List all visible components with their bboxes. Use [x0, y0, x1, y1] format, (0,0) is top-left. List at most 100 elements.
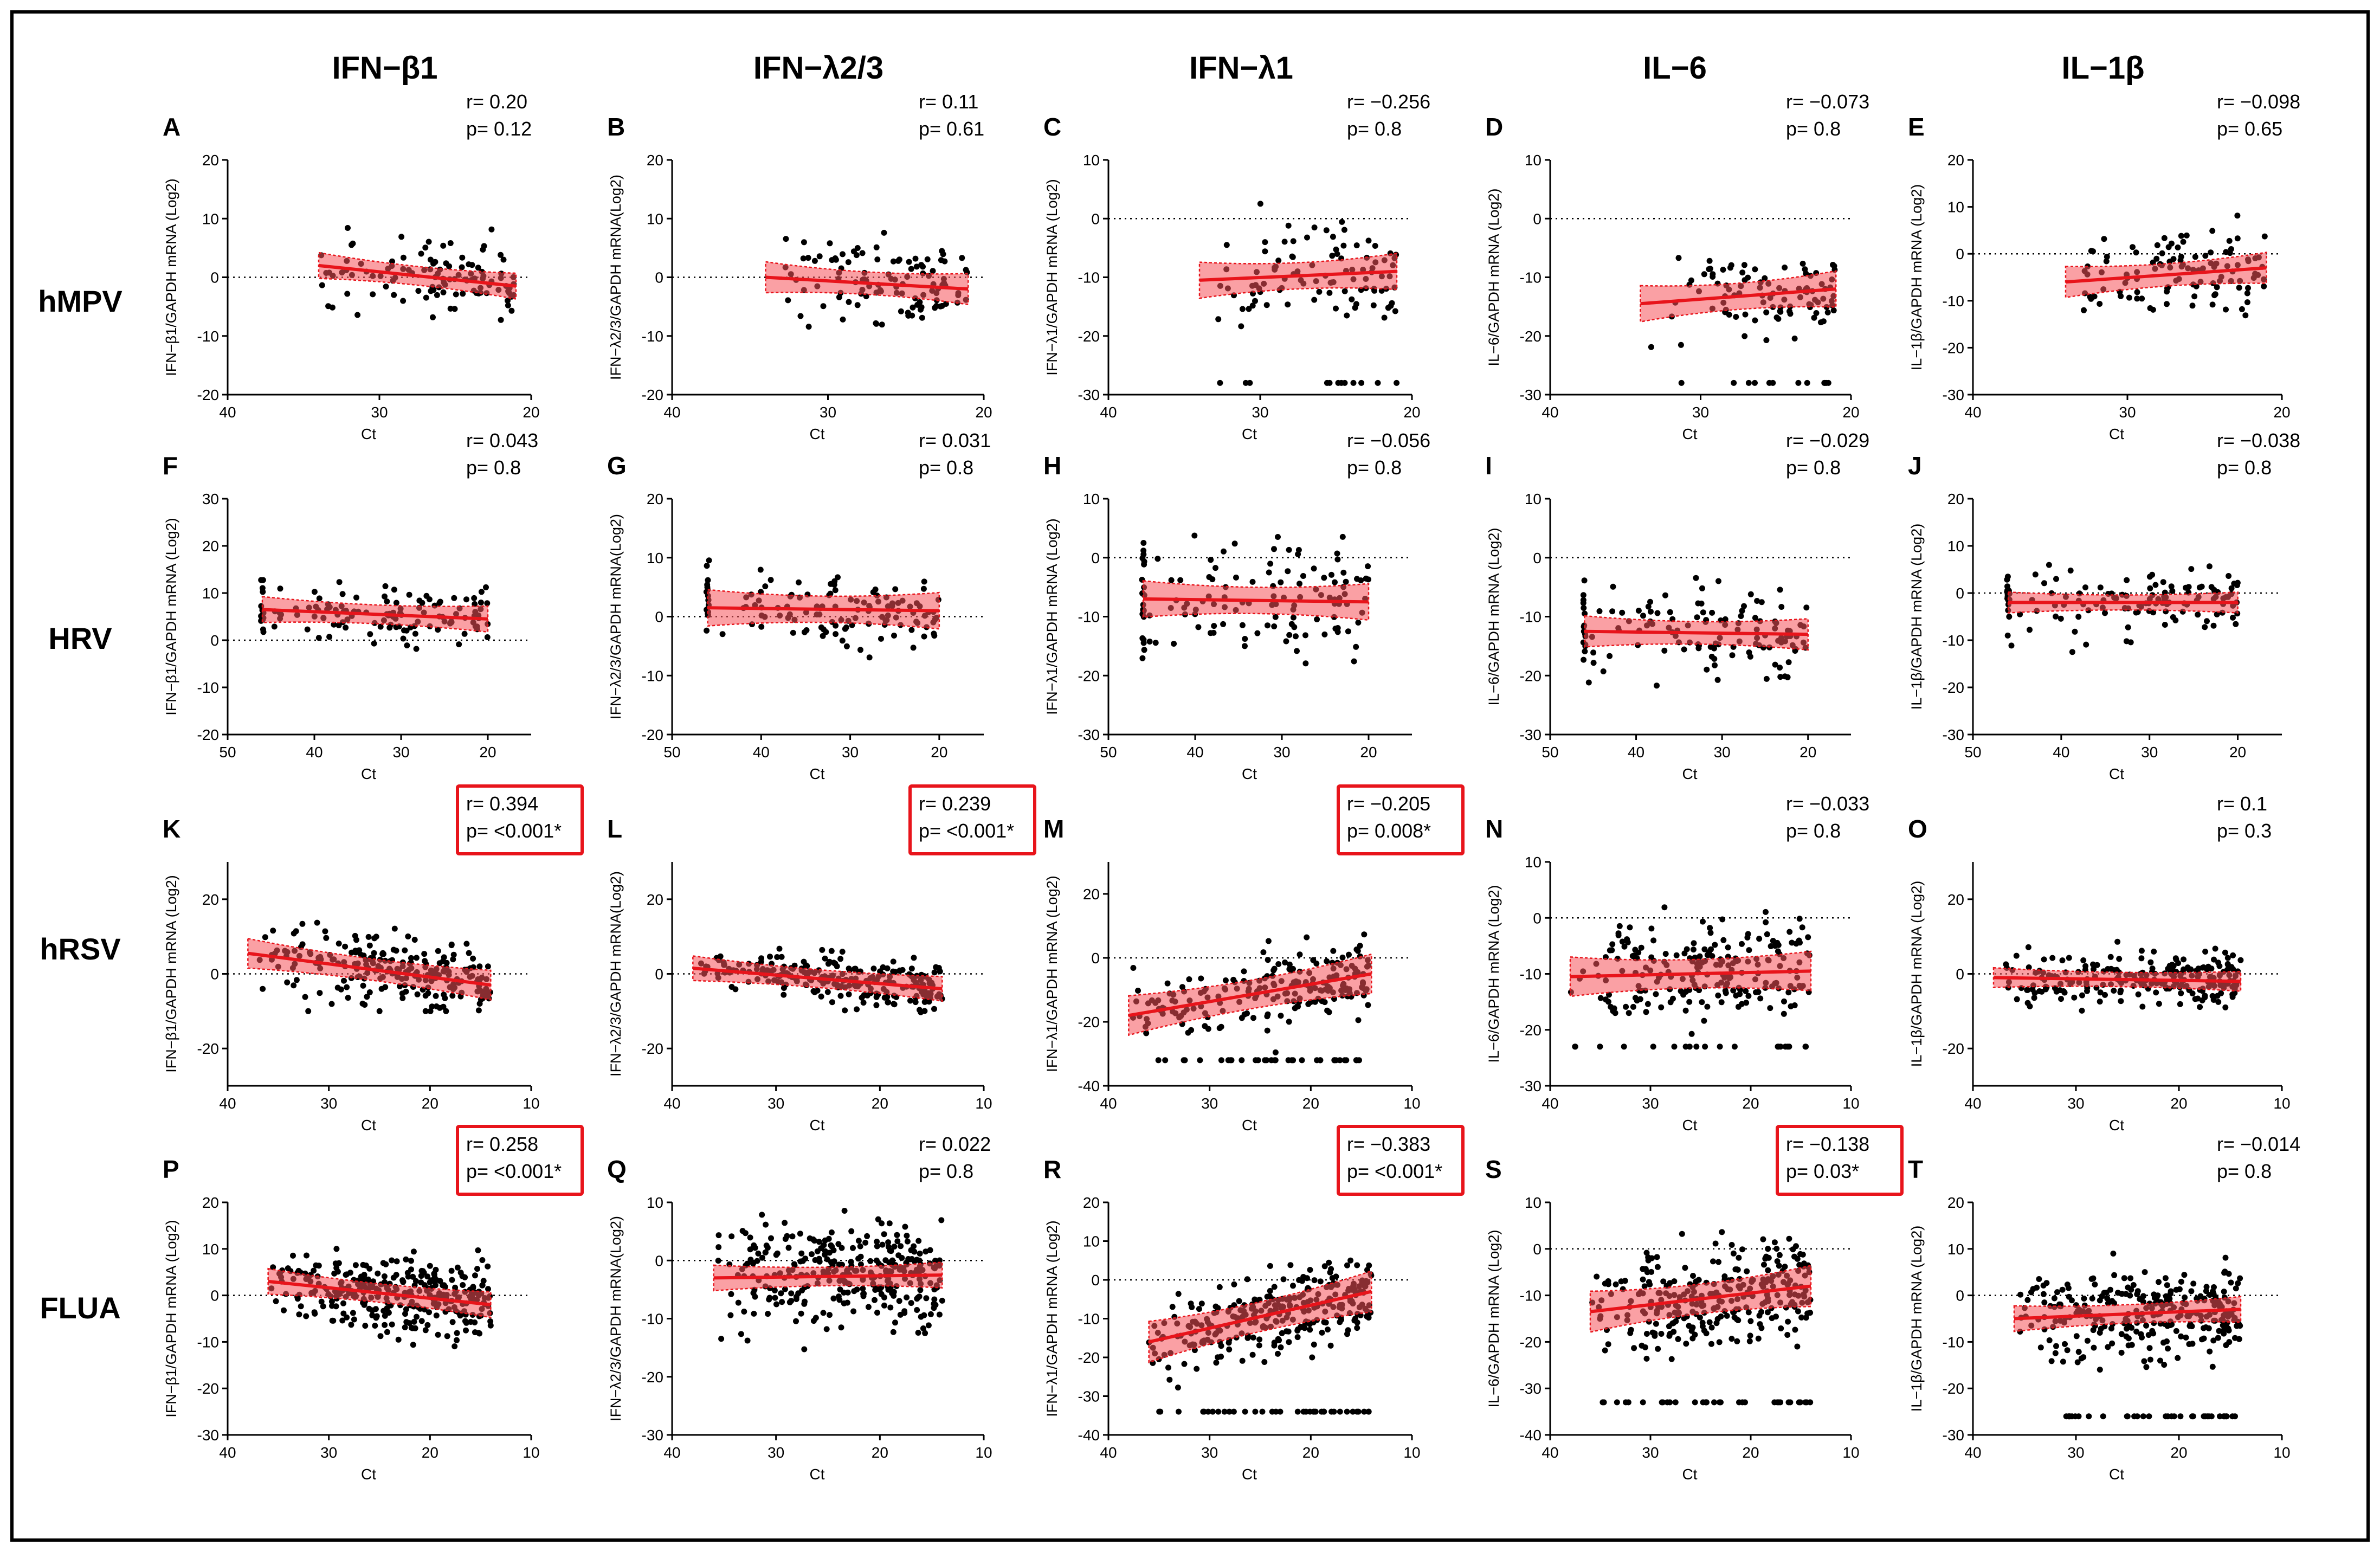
data-point-n-86	[1630, 1003, 1636, 1010]
y-tick-label-f-3: 0	[210, 632, 219, 649]
data-point-o-212	[2222, 1004, 2229, 1010]
y-tick-label-j-5: -30	[1943, 726, 1964, 743]
x-tick-label-n-3: 10	[1842, 1095, 1859, 1112]
data-point-q-315	[915, 1330, 921, 1336]
data-point-h-93	[1267, 561, 1274, 567]
data-point-t-264	[2160, 1340, 2166, 1346]
data-point-t-20	[2165, 1345, 2171, 1352]
data-point-t-253	[2066, 1293, 2072, 1300]
data-point-h-64	[1239, 622, 1246, 628]
data-point-f-40	[260, 626, 266, 633]
x-axis-label-h: Ct	[1242, 765, 1257, 782]
data-point-i-3	[1590, 660, 1597, 666]
x-axis-label-b: Ct	[810, 426, 825, 442]
data-point-j-16	[2027, 627, 2033, 633]
data-point-a-72	[434, 292, 440, 298]
data-point-s-5	[1613, 1281, 1619, 1287]
data-point-p-238	[402, 1311, 408, 1317]
data-point-t-283	[2125, 1342, 2132, 1349]
data-point-j-13	[2053, 576, 2059, 582]
data-point-b-88	[917, 299, 923, 305]
data-point-n-183	[1701, 946, 1708, 952]
y-tick-label-r-0: 20	[1083, 1194, 1100, 1211]
x-tick-label-k-3: 10	[523, 1095, 539, 1112]
data-point-e-1	[2159, 250, 2165, 256]
data-point-n-152	[1658, 1004, 1665, 1010]
y-tick-label-e-2: 0	[1956, 246, 1964, 262]
data-point-k-168	[299, 920, 306, 927]
data-point-j-30	[2206, 563, 2213, 570]
data-point-p-247	[372, 1306, 379, 1312]
data-point-h-86	[1177, 577, 1184, 583]
data-point-q-163	[742, 1230, 749, 1237]
data-point-n-89	[1733, 993, 1739, 999]
data-point-q-158	[902, 1223, 908, 1230]
data-point-p-113	[411, 1318, 417, 1325]
data-point-p-80	[444, 1333, 450, 1340]
data-point-o-196	[2188, 966, 2194, 973]
data-point-k-48	[284, 979, 291, 986]
data-point-n-42	[1770, 938, 1776, 944]
y-tick-label-o-1: 0	[1956, 966, 1964, 983]
data-point-q-154	[771, 1287, 778, 1293]
r-value-a: r= 0.20	[466, 91, 527, 113]
data-point-m-172	[1294, 1003, 1300, 1009]
data-point-o-167	[2181, 967, 2186, 973]
panel-letter-r: R	[1043, 1155, 1061, 1183]
data-point-k-96	[373, 933, 379, 940]
data-point-o-88	[2066, 955, 2072, 961]
y-axis-label-p: IFN−β1/GAPDH mRNA (Log2)	[163, 1220, 179, 1417]
data-point-k-58	[450, 956, 456, 963]
data-point-p-264	[427, 1279, 433, 1285]
data-point-d-71	[1707, 266, 1713, 272]
data-point-l-146	[781, 985, 787, 991]
data-point-h-128	[1345, 628, 1351, 635]
y-axis-label-t: IL−1β/GAPDH mRNA (Log2)	[1908, 1226, 1925, 1412]
data-point-q-318	[850, 1308, 857, 1315]
data-point-h-57	[1321, 631, 1328, 637]
data-point-c-2	[1372, 243, 1378, 249]
data-point-h-124	[1293, 633, 1299, 640]
data-point-s-295	[1672, 1399, 1679, 1406]
data-point-k-40	[463, 941, 470, 947]
regression-line-e	[2065, 266, 2267, 284]
data-point-q-180	[755, 1250, 762, 1257]
data-point-s-191	[1739, 1399, 1746, 1406]
data-point-q-289	[821, 1242, 827, 1248]
data-point-j-33	[2226, 573, 2232, 579]
r-value-l: r= 0.239	[919, 793, 991, 815]
data-point-n-212	[1671, 1044, 1678, 1050]
data-point-q-228	[898, 1243, 904, 1250]
data-point-n-78	[1775, 948, 1781, 955]
x-tick-label-h-2: 30	[1273, 744, 1290, 761]
p-value-d: p= 0.8	[1786, 118, 1841, 140]
data-point-q-36	[857, 1243, 863, 1250]
data-point-c-93	[1217, 379, 1223, 386]
data-point-r-219	[1294, 1334, 1301, 1341]
y-tick-label-j-3: -10	[1943, 632, 1964, 649]
data-point-k-102	[403, 988, 409, 995]
data-point-b-107	[909, 312, 915, 319]
data-point-s-145	[1679, 1231, 1685, 1237]
x-tick-label-r-0: 40	[1100, 1444, 1117, 1461]
data-point-l-18	[912, 999, 919, 1006]
data-point-i-62	[1722, 616, 1728, 622]
data-point-q-14	[851, 1288, 857, 1295]
data-point-j-62	[2083, 641, 2089, 648]
data-point-h-123	[1272, 614, 1279, 620]
data-point-d-104	[1775, 315, 1782, 322]
y-tick-label-a-3: -10	[197, 328, 219, 345]
data-point-s-1	[1715, 1259, 1722, 1265]
data-point-p-210	[418, 1267, 425, 1274]
data-point-q-307	[765, 1311, 771, 1317]
data-point-r-67	[1344, 1408, 1350, 1415]
data-point-f-72	[484, 634, 491, 640]
data-point-b-87	[811, 257, 818, 264]
data-point-d-5	[1791, 336, 1798, 342]
data-point-o-79	[2114, 938, 2121, 945]
data-point-c-34	[1311, 297, 1318, 303]
data-point-k-80	[485, 963, 491, 970]
data-point-b-9	[827, 240, 833, 247]
data-point-t-109	[2101, 1323, 2108, 1330]
y-axis-label-d: IL−6/GAPDH mRNA (Log2)	[1486, 189, 1502, 366]
